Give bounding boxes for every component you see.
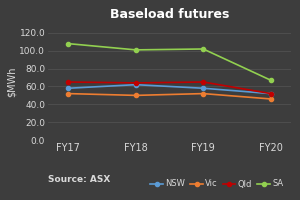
- Y-axis label: $MWh: $MWh: [7, 67, 16, 97]
- Vic: [67, 92, 70, 95]
- Title: Baseload futures: Baseload futures: [110, 8, 229, 21]
- Vic: [202, 92, 205, 95]
- NSW: [202, 87, 205, 89]
- Vic: [269, 98, 273, 100]
- Line: Vic: Vic: [66, 92, 273, 101]
- SA: [269, 79, 273, 81]
- Vic: [134, 94, 137, 97]
- Qld: [269, 92, 273, 95]
- Legend: NSW, Vic, Qld, SA: NSW, Vic, Qld, SA: [147, 176, 287, 192]
- Qld: [67, 81, 70, 83]
- Line: NSW: NSW: [66, 83, 273, 96]
- NSW: [134, 83, 137, 86]
- Line: SA: SA: [66, 42, 273, 82]
- NSW: [67, 87, 70, 89]
- Text: Source: ASX: Source: ASX: [48, 175, 110, 184]
- SA: [134, 49, 137, 51]
- SA: [202, 48, 205, 50]
- Qld: [202, 81, 205, 83]
- SA: [67, 42, 70, 45]
- Qld: [134, 82, 137, 84]
- Line: Qld: Qld: [66, 80, 273, 96]
- NSW: [269, 92, 273, 95]
